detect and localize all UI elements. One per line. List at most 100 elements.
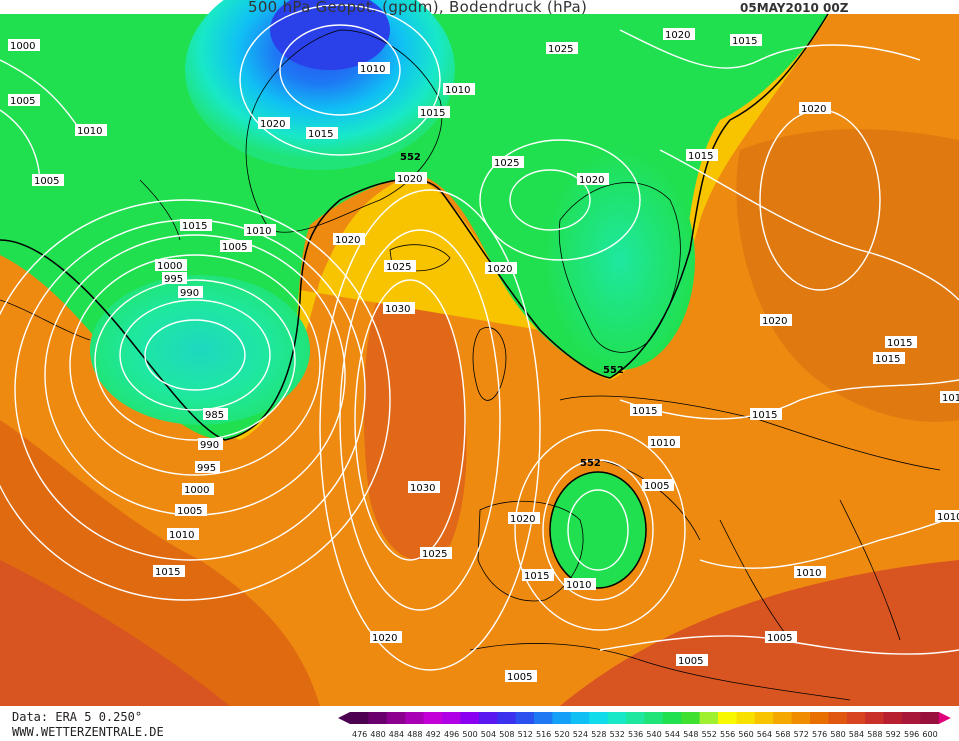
isobar-label-bg [306,127,338,139]
legend-tick-label: 480 [370,730,385,739]
isobar-label: 1015 [308,129,333,140]
isobar-label-bg [508,512,540,524]
contour-label: 552 [400,152,421,163]
isobar-label-bg [153,565,185,577]
isobar-label-bg [244,224,276,236]
legend-swatch [607,712,627,724]
legend-tick-label: 584 [849,730,864,739]
legend-swatch [681,712,701,724]
isobar-label: 1010 [360,64,385,75]
isobar-label-bg [395,172,427,184]
legend-tick-label: 520 [554,730,569,739]
isobar-label: 1010 [796,568,821,579]
isobar-ring [542,459,654,601]
isobar-label: 1020 [487,264,512,275]
legend-swatch [699,712,719,724]
isobar-label-bg [383,302,415,314]
isobar-label-bg [8,94,40,106]
legend-arrow-left [338,712,350,724]
isobar-label: 1005 [507,672,532,683]
isobar-label-bg [935,510,959,522]
isobar-label: 1015 [182,221,207,232]
legend-tick-label: 580 [830,730,845,739]
isobar-ring [69,254,321,476]
isobar-line [619,379,959,420]
isobar-label-bg [175,504,207,516]
isobar-label-bg [630,404,662,416]
legend-tick-label: 544 [665,730,680,739]
isobar-label: 1015 [732,36,757,47]
legend-swatch [552,712,572,724]
isobar-ring [354,279,466,561]
legend-arrow-right [938,712,951,724]
legend-swatch [442,712,461,724]
warm-field-southeast [560,560,959,706]
legend-tick-label: 476 [352,730,367,739]
isobar-label-bg [384,260,416,272]
legend-tick-label: 512 [518,730,533,739]
isobar-label: 1005 [767,633,792,644]
isobar-label: 1020 [801,104,826,115]
legend-swatch [828,712,848,724]
legend-swatch [515,712,535,724]
isobar-label: 1015 [875,354,900,365]
isobar-label-bg [358,62,390,74]
isobar-label-bg [642,479,674,491]
isobar-label: 1020 [260,119,285,130]
coast-iberia [477,500,584,602]
legend-swatch [773,712,793,724]
isobar-label-bg [370,631,402,643]
isobar-label: 1020 [665,30,690,41]
isobar-ring [479,139,641,261]
legend-swatch [626,712,645,724]
isobar-label: 1020 [510,514,535,525]
isobar-label: 1005 [678,656,703,667]
high-pressure-cell [363,278,467,560]
isobar-ring [239,4,441,156]
legend-tick-label: 592 [886,730,901,739]
legend-tick-label: 588 [867,730,882,739]
isobar-label-bg [676,654,708,666]
isobar-label: 1000 [10,41,35,52]
isobar-label: 995 [164,274,183,285]
legend-tick-label: 496 [444,730,459,739]
cutoff-low [549,471,647,589]
isobar-label-bg [8,39,40,51]
isobar-label-bg [794,566,826,578]
isobar-label-bg [492,156,524,168]
isobar-label-bg [420,547,452,559]
isobar-label: 1015 [688,151,713,162]
isobar-label: 1005 [10,96,35,107]
isobar-label: 1000 [184,485,209,496]
isobar-label-bg [333,233,365,245]
isobar-label-bg [182,483,214,495]
legend-tick-label: 524 [573,730,588,739]
isobar-label: 1020 [372,633,397,644]
website-credit: WWW.WETTERZENTRALE.DE [12,725,164,739]
isobar-label: 1005 [34,176,59,187]
contour-label: 552 [580,458,601,469]
isobar-label-bg [564,578,596,590]
map-title: 500 hPa Geopot. (gpdm), Bodendruck (hPa) [248,0,588,16]
isobar-ring [339,229,501,611]
isobar-ring [94,279,296,441]
map-datetime: 05MAY2010 00Z [740,1,849,15]
legend-tick-label: 596 [904,730,919,739]
isobar-label: 1015 [524,571,549,582]
isobar-label-bg [940,391,959,403]
legend-tick-label: 516 [536,730,551,739]
isobar-label: 1015 [155,567,180,578]
isobar-label: 1005 [222,242,247,253]
legend-swatch [920,712,940,724]
isobar-label-bg [873,352,905,364]
isobar-label-bg [408,481,440,493]
isobar-label: 990 [200,440,219,451]
legend-tick-label: 548 [683,730,698,739]
coast-scandinavia [558,182,681,353]
isobar-label-bg [765,631,797,643]
isobar-label: 1010 [445,85,470,96]
legend-tick-label: 560 [738,730,753,739]
legend-swatch [810,712,829,724]
isobar-label-bg [203,408,228,420]
